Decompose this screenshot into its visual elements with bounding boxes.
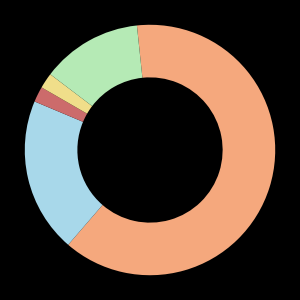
Wedge shape (50, 26, 142, 106)
Wedge shape (25, 101, 103, 245)
Wedge shape (68, 25, 275, 275)
Wedge shape (34, 87, 87, 122)
Wedge shape (42, 74, 92, 114)
